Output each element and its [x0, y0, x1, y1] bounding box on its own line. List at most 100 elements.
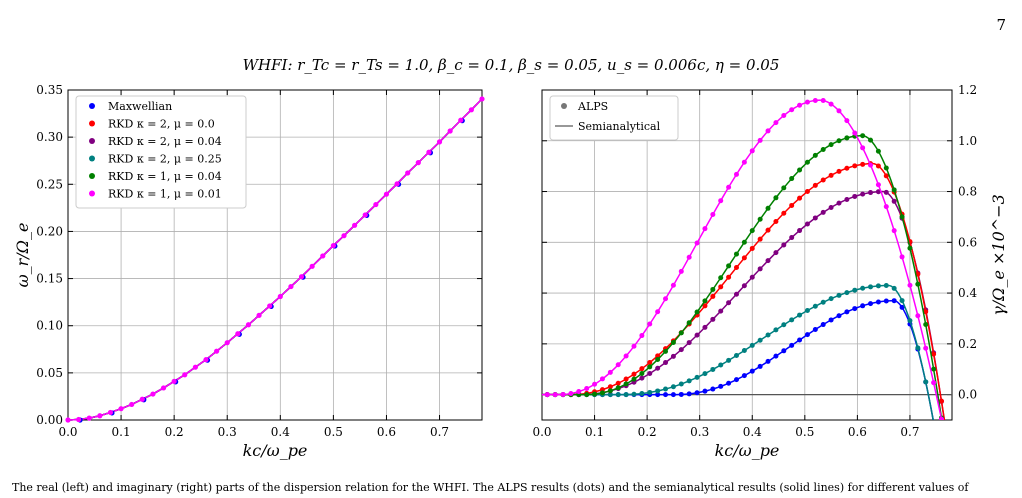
data-point-rkd_k1_mu004 — [631, 376, 637, 382]
data-point-rkd-k1-mu001 — [288, 283, 294, 290]
data-point-rkd_k2_mu0 — [631, 371, 637, 377]
data-point-maxwellian — [710, 386, 716, 392]
data-point-rkd-k1-mu001 — [171, 378, 177, 384]
data-point-rkd-k1-mu001 — [426, 149, 432, 155]
data-point-maxwellian — [741, 373, 747, 379]
x-tick-label: 0.2 — [638, 425, 657, 439]
data-point-maxwellian — [836, 313, 842, 319]
caption-text: The real (left) and imaginary (right) pa… — [12, 481, 969, 494]
legend-marker-alps — [561, 103, 567, 109]
data-point-rkd_k2_mu004 — [663, 360, 669, 366]
data-point-rkd_k2_mu025 — [828, 296, 834, 302]
data-point-maxwellian — [804, 332, 810, 338]
data-point-rkd_k1_mu001 — [852, 130, 858, 136]
data-point-rkd-k1-mu001 — [405, 170, 411, 176]
plot-area — [542, 97, 946, 420]
data-point-rkd_k1_mu004 — [891, 187, 897, 193]
data-point-rkd_k1_mu004 — [584, 392, 590, 398]
page-number: 7 — [996, 16, 1006, 34]
data-point-rkd_k1_mu004 — [647, 364, 653, 370]
data-point-rkd_k1_mu004 — [931, 366, 937, 372]
data-point-rkd_k1_mu004 — [804, 159, 810, 165]
data-point-rkd-k1-mu001 — [383, 191, 390, 197]
data-point-rkd-k1-mu001 — [160, 385, 167, 391]
data-point-rkd_k2_mu0 — [883, 173, 889, 179]
data-point-rkd_k2_mu004 — [773, 250, 779, 256]
legend-marker — [89, 138, 95, 144]
data-point-rkd_k1_mu001 — [804, 99, 810, 105]
data-point-rkd_k1_mu004 — [733, 251, 739, 257]
y-tick-label: 0.0 — [958, 388, 977, 402]
data-point-maxwellian — [781, 348, 787, 354]
data-point-rkd_k2_mu0 — [852, 163, 858, 169]
legend-entry-semianalytical: Semianalytical — [578, 120, 661, 133]
data-point-rkd_k2_mu0 — [836, 168, 842, 174]
data-point-rkd_k1_mu004 — [718, 275, 724, 281]
data-point-rkd_k1_mu001 — [576, 389, 582, 395]
data-point-rkd_k1_mu004 — [663, 348, 669, 354]
data-point-rkd_k2_mu004 — [765, 258, 771, 264]
data-point-rkd_k2_mu025 — [797, 312, 803, 318]
data-point-rkd-k1-mu001 — [373, 201, 379, 208]
data-point-rkd_k1_mu001 — [639, 333, 645, 339]
data-point-rkd_k1_mu004 — [678, 330, 684, 336]
data-point-rkd_k2_mu004 — [875, 189, 881, 195]
x-tick-label: 0.1 — [585, 425, 604, 439]
data-point-rkd-k1-mu001 — [298, 274, 305, 280]
data-point-rkd-k1-mu001 — [203, 357, 209, 363]
y-tick-label: 0.8 — [958, 185, 977, 199]
data-point-rkd_k2_mu0 — [757, 236, 763, 242]
data-point-rkd_k1_mu001 — [749, 148, 755, 154]
data-point-rkd_k2_mu025 — [875, 283, 881, 289]
data-point-rkd_k2_mu004 — [647, 370, 653, 376]
y-tick-label: 0.6 — [958, 235, 977, 249]
y-tick-label: 1.0 — [958, 134, 977, 148]
data-point-rkd_k1_mu001 — [733, 171, 739, 177]
data-point-rkd_k1_mu001 — [726, 184, 732, 190]
legend-box — [549, 95, 679, 141]
data-point-rkd_k1_mu004 — [812, 152, 818, 158]
data-point-rkd_k2_mu025 — [678, 381, 684, 387]
data-point-rkd-k1-mu001 — [394, 181, 400, 187]
data-point-maxwellian — [828, 317, 834, 323]
data-point-rkd_k1_mu001 — [915, 313, 921, 319]
data-point-rkd_k1_mu004 — [726, 263, 732, 269]
data-point-maxwellian — [797, 337, 803, 343]
data-point-rkd_k1_mu001 — [812, 97, 818, 103]
legend-entry: RKD κ = 2, μ = 0.04 — [108, 135, 222, 148]
series-line-rkd_k2_mu004 — [542, 190, 946, 420]
data-point-rkd_k2_mu025 — [726, 357, 732, 363]
data-point-maxwellian — [773, 353, 779, 359]
data-point-rkd_k1_mu001 — [741, 159, 747, 165]
data-point-rkd_k2_mu004 — [678, 347, 684, 353]
data-point-rkd_k2_mu025 — [607, 392, 613, 398]
data-point-rkd_k1_mu001 — [686, 254, 692, 260]
data-point-maxwellian — [694, 390, 700, 396]
figure-suptitle: WHFI: r_Tc = r_Ts = 1.0, β_c = 0.1, β_s … — [242, 56, 780, 74]
axes-frame — [541, 89, 953, 421]
data-point-maxwellian — [678, 391, 684, 397]
legend-box — [75, 95, 247, 209]
y-tick-label: 0.10 — [36, 319, 63, 333]
data-point-rkd_k1_mu001 — [599, 376, 605, 382]
data-point-rkd_k2_mu025 — [891, 285, 897, 291]
data-point-rkd-k1-mu001 — [267, 303, 273, 309]
data-point-rkd_k1_mu001 — [655, 309, 661, 315]
data-point-rkd_k1_mu001 — [836, 108, 842, 114]
legend-marker — [89, 120, 95, 127]
data-point-rkd_k1_mu004 — [883, 165, 889, 171]
data-point-rkd_k1_mu004 — [694, 309, 700, 315]
data-point-rkd-k1-mu001 — [224, 340, 230, 346]
data-point-rkd_k1_mu004 — [789, 176, 795, 182]
x-tick-label: 0.6 — [848, 425, 867, 439]
x-tick-label: 0.4 — [271, 425, 290, 439]
data-point-rkd-k1-mu001 — [97, 413, 103, 419]
legend: Maxwellian RKD κ = 2, μ = 0.0 RKD κ = 2, μ… — [75, 95, 247, 209]
data-point-rkd_k1_mu001 — [702, 226, 708, 232]
data-point-rkd-k1-mu001 — [107, 409, 114, 416]
data-point-maxwellian — [891, 298, 897, 304]
data-point-rkd_k1_mu004 — [820, 147, 826, 153]
data-point-rkd-k1-mu001 — [309, 263, 315, 269]
data-point-rkd_k2_mu025 — [868, 284, 874, 290]
data-point-rkd_k2_mu025 — [852, 287, 858, 293]
